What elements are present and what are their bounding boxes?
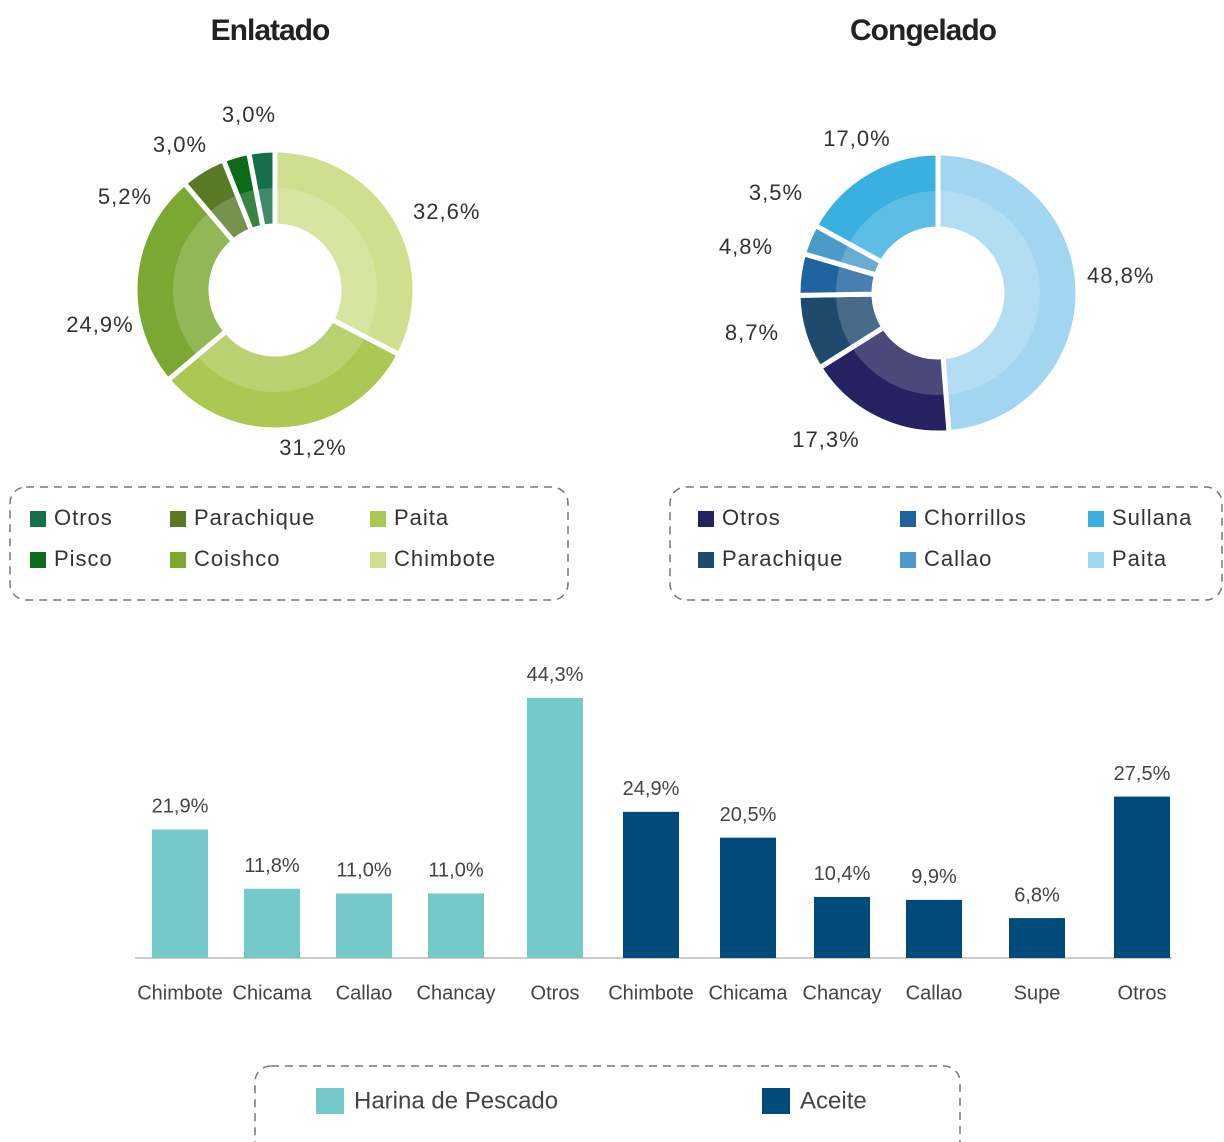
legend-label: Harina de Pescado [354,1087,558,1114]
legend-label: Sullana [1112,505,1192,530]
data-label: 3,0% [153,132,207,157]
bar [527,697,583,958]
x-tick-label: Chimbote [137,982,223,1004]
slice-highlight [938,191,1041,395]
slice-highlight [257,188,275,226]
bar [1009,918,1065,958]
bar [623,811,679,958]
data-label: 32,6% [413,199,480,224]
bar [428,893,484,958]
x-tick-label: Chimbote [608,982,694,1004]
x-tick-label: Otros [1118,982,1167,1004]
legend-swatch [1088,511,1104,527]
data-label: 11,8% [244,855,299,877]
data-label: 11,0% [428,860,483,882]
legend-label: Paita [394,505,449,530]
legend-swatch [762,1088,790,1114]
data-label: 44,3% [527,664,584,686]
data-label: 9,9% [911,866,957,888]
bar [720,837,776,958]
x-tick-label: Otros [531,982,580,1004]
data-label: 17,0% [823,126,890,151]
legend-label: Chorrillos [924,505,1027,530]
legend-swatch [170,552,186,568]
bar [152,829,208,958]
data-label: 24,9% [66,312,133,337]
x-tick-label: Chicama [233,982,313,1004]
legend-box [9,486,569,601]
donut-slice [816,323,952,436]
donut-slice [811,150,941,266]
slice-highlight [197,321,365,393]
bar [336,893,392,958]
legend-label: Pisco [54,546,113,571]
legend-swatch [1088,552,1104,568]
slice-highlight [852,328,945,395]
legend-label: Callao [924,546,992,571]
donut-slice [245,147,278,231]
legend-box [254,1065,961,1142]
data-label: 20,5% [720,804,777,826]
legend-label: Paita [1112,546,1167,571]
chart-title: Congelado [850,14,997,47]
legend-label: Otros [722,505,781,530]
data-label: 48,8% [1087,263,1154,288]
data-label: 5,2% [98,184,152,209]
data-label: 27,5% [1114,763,1171,785]
slice-highlight [849,191,938,261]
legend-swatch [698,511,714,527]
legend-swatch [698,552,714,568]
donut-slice [132,179,238,384]
data-label: 10,4% [814,863,871,885]
data-label: 17,3% [792,427,859,452]
data-label: 3,5% [749,180,803,205]
slice-highlight [836,265,875,294]
donut-slice [164,316,403,433]
legend-box [669,486,1223,601]
legend-swatch [370,511,386,527]
legend-label: Aceite [800,1087,867,1114]
donut-slice [272,147,418,358]
x-tick-label: Supe [1014,982,1061,1004]
legend-swatch [900,511,916,527]
data-label: 3,0% [222,102,276,127]
data-label: 11,0% [336,860,391,882]
bar [1114,796,1170,958]
slice-highlight [836,294,882,347]
data-label: 24,9% [623,778,680,800]
donut-slice [935,150,1081,436]
data-label: 31,2% [279,435,346,460]
legend-swatch [900,552,916,568]
x-tick-label: Chancay [417,982,496,1004]
legend-label: Coishco [194,546,280,571]
data-label: 4,8% [719,234,773,259]
bar [906,899,962,958]
x-tick-label: Chancay [803,982,882,1004]
data-label: 21,9% [152,796,209,818]
legend-label: Parachique [722,546,843,571]
legend-swatch [370,552,386,568]
legend-label: Chimbote [394,546,496,571]
legend-swatch [30,552,46,568]
x-tick-label: Chicama [709,982,789,1004]
legend-swatch [30,511,46,527]
slice-highlight [840,244,880,274]
bar [814,896,870,958]
slice-highlight [275,188,378,336]
x-tick-label: Callao [336,982,393,1004]
data-label: 6,8% [1014,884,1060,906]
legend-label: Otros [54,505,113,530]
bar [244,888,300,958]
legend-label: Parachique [194,505,315,530]
legend-swatch [316,1088,344,1114]
data-label: 8,7% [725,320,779,345]
legend-swatch [170,511,186,527]
slice-highlight [173,213,232,355]
chart-title: Enlatado [211,14,330,47]
x-tick-label: Callao [906,982,963,1004]
